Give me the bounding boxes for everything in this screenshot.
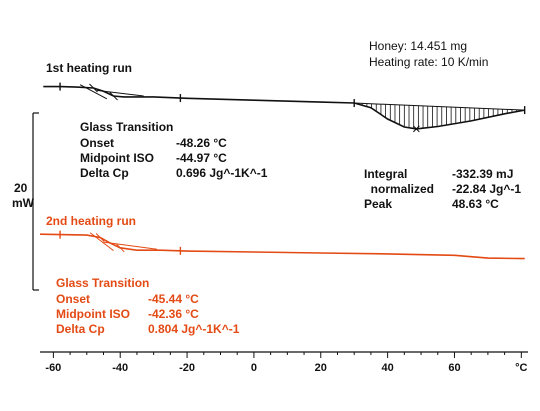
peak-label: Peak	[364, 197, 392, 211]
gt1-midpoint-value: -44.97 °C	[176, 151, 227, 165]
sample-mass-label: Honey: 14.451 mg	[369, 39, 467, 53]
gt1-deltacp-label: Delta Cp	[80, 166, 129, 180]
cross-mark-1st-run	[109, 91, 118, 101]
gt1-deltacp-value: 0.696 Jg^-1K^-1	[176, 166, 268, 180]
gt2-midpoint-label: Midpoint ISO	[56, 307, 130, 321]
normalized-value: -22.84 Jg^-1	[452, 182, 521, 196]
gt-table-2nd-run: Glass Transition Onset -45.44 °C Midpoin…	[56, 276, 240, 336]
cross-mark-2nd-run	[95, 233, 105, 242]
tangent-lower-2nd-run	[103, 241, 158, 250]
curves	[39, 82, 526, 260]
gt2-midpoint-value: -42.36 °C	[148, 307, 199, 321]
gt2-title: Glass Transition	[56, 276, 149, 290]
melting-peak-hatch	[357, 103, 522, 129]
x-tick-label: 40	[381, 362, 393, 374]
integral-value: -332.39 mJ	[452, 167, 513, 181]
tangent-1st-run	[79, 84, 108, 100]
curve-2nd-run	[39, 233, 525, 260]
melting-table: Integral -332.39 mJ normalized -22.84 Jg…	[364, 167, 521, 211]
peak-marker	[413, 125, 420, 133]
curve-1st-run	[43, 85, 525, 130]
normalized-label: normalized	[364, 182, 434, 196]
gt-table-1st-run: Glass Transition Onset -48.26 °C Midpoin…	[80, 120, 268, 180]
gt2-deltacp-label: Delta Cp	[56, 322, 105, 336]
gt1-onset-label: Onset	[80, 136, 114, 150]
x-tick-label: -40	[112, 362, 128, 374]
gt1-onset-value: -48.26 °C	[176, 136, 227, 150]
cross-mark-2nd-run	[115, 243, 125, 253]
series-label-1st-run: 1st heating run	[46, 61, 132, 75]
gt2-onset-value: -45.44 °C	[148, 292, 199, 306]
tangent-2nd-run	[89, 232, 114, 252]
scale-bar: 20 mW	[12, 112, 39, 291]
tangent-lower-1st-run	[96, 89, 144, 97]
scale-bar-value: 20	[14, 181, 28, 195]
cross-mark-1st-run	[89, 83, 98, 93]
gt2-deltacp-value: 0.804 Jg^-1K^-1	[148, 322, 240, 336]
peak-value: 48.63 °C	[452, 197, 499, 211]
integral-label: Integral	[364, 167, 407, 181]
gt2-onset-label: Onset	[56, 292, 90, 306]
x-tick-label: -60	[45, 362, 61, 374]
series-label-2nd-run: 2nd heating run	[46, 214, 136, 228]
x-tick-label: -20	[179, 362, 195, 374]
x-tick-label: 60	[448, 362, 460, 374]
baseline-1st-run	[354, 102, 525, 111]
x-axis: -60 -40 -20 0 20 40 60 °C	[40, 351, 528, 374]
x-tick-label: 0	[251, 362, 257, 374]
gt1-title: Glass Transition	[80, 120, 173, 134]
x-tick-label: 20	[315, 362, 327, 374]
gt1-midpoint-label: Midpoint ISO	[80, 151, 154, 165]
heating-rate-label: Heating rate: 10 K/min	[369, 55, 488, 69]
scale-bar-unit: mW	[12, 196, 35, 210]
x-axis-unit: °C	[515, 362, 527, 374]
